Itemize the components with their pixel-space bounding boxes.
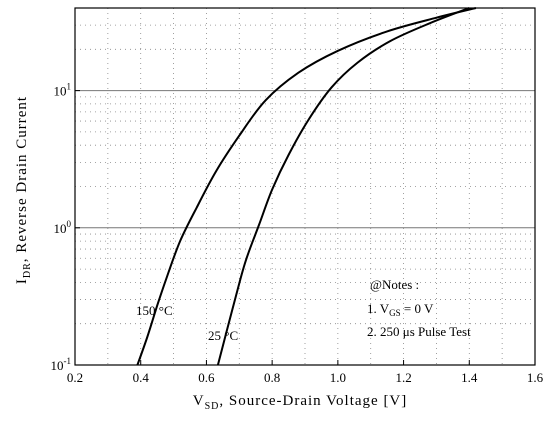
x-tick-label: 0.4 (133, 370, 150, 385)
series-line-150c (136, 7, 477, 366)
y-tick-label: 101 (54, 82, 72, 99)
x-tick-label: 1.2 (395, 370, 411, 385)
x-axis-title-rest: , Source-Drain Voltage [V] (219, 393, 407, 409)
x-tick-label: 0.2 (67, 370, 83, 385)
notes-annotation: @Notes : 1. VGS = 0 V 2. 250 μs Pulse Te… (367, 277, 471, 339)
x-axis-title-main: V (193, 393, 205, 409)
series-label-25c: 25 °C (208, 328, 238, 343)
series-label-150c: 150 °C (136, 303, 173, 318)
x-tick-label: 0.6 (198, 370, 215, 385)
notes-line-1-sub: GS (389, 308, 401, 318)
notes-line-1-prefix: 1. V (367, 301, 390, 316)
x-tick-label: 1.0 (330, 370, 346, 385)
y-axis-title-main: I (14, 278, 30, 284)
grid (75, 8, 535, 365)
x-tick-label: 1.6 (527, 370, 544, 385)
notes-line-1-rest: = 0 V (401, 301, 434, 316)
notes-title: @Notes : (370, 277, 419, 292)
axis-ticks: 0.2 0.4 0.6 0.8 1.0 1.2 1.4 1.6 10-1 100 101 (51, 82, 544, 385)
series-line-25c (216, 7, 470, 366)
x-axis-title: VSD, Source-Drain Voltage [V] (193, 393, 408, 412)
series (136, 7, 477, 366)
x-tick-label: 0.8 (264, 370, 280, 385)
notes-line-2: 2. 250 μs Pulse Test (367, 324, 471, 339)
plot-frame (74, 7, 536, 366)
y-tick-label: 100 (54, 219, 72, 236)
y-axis-title-rest: , Reverse Drain Current (14, 96, 30, 262)
notes-line-1: 1. VGS = 0 V (367, 301, 434, 318)
y-axis-title-sub: DR (22, 262, 33, 278)
y-tick-label: 10-1 (51, 356, 72, 373)
y-axis-title: IDR, Reverse Drain Current (14, 96, 33, 284)
x-axis-title-sub: SD (205, 401, 220, 412)
x-tick-label: 1.4 (461, 370, 478, 385)
